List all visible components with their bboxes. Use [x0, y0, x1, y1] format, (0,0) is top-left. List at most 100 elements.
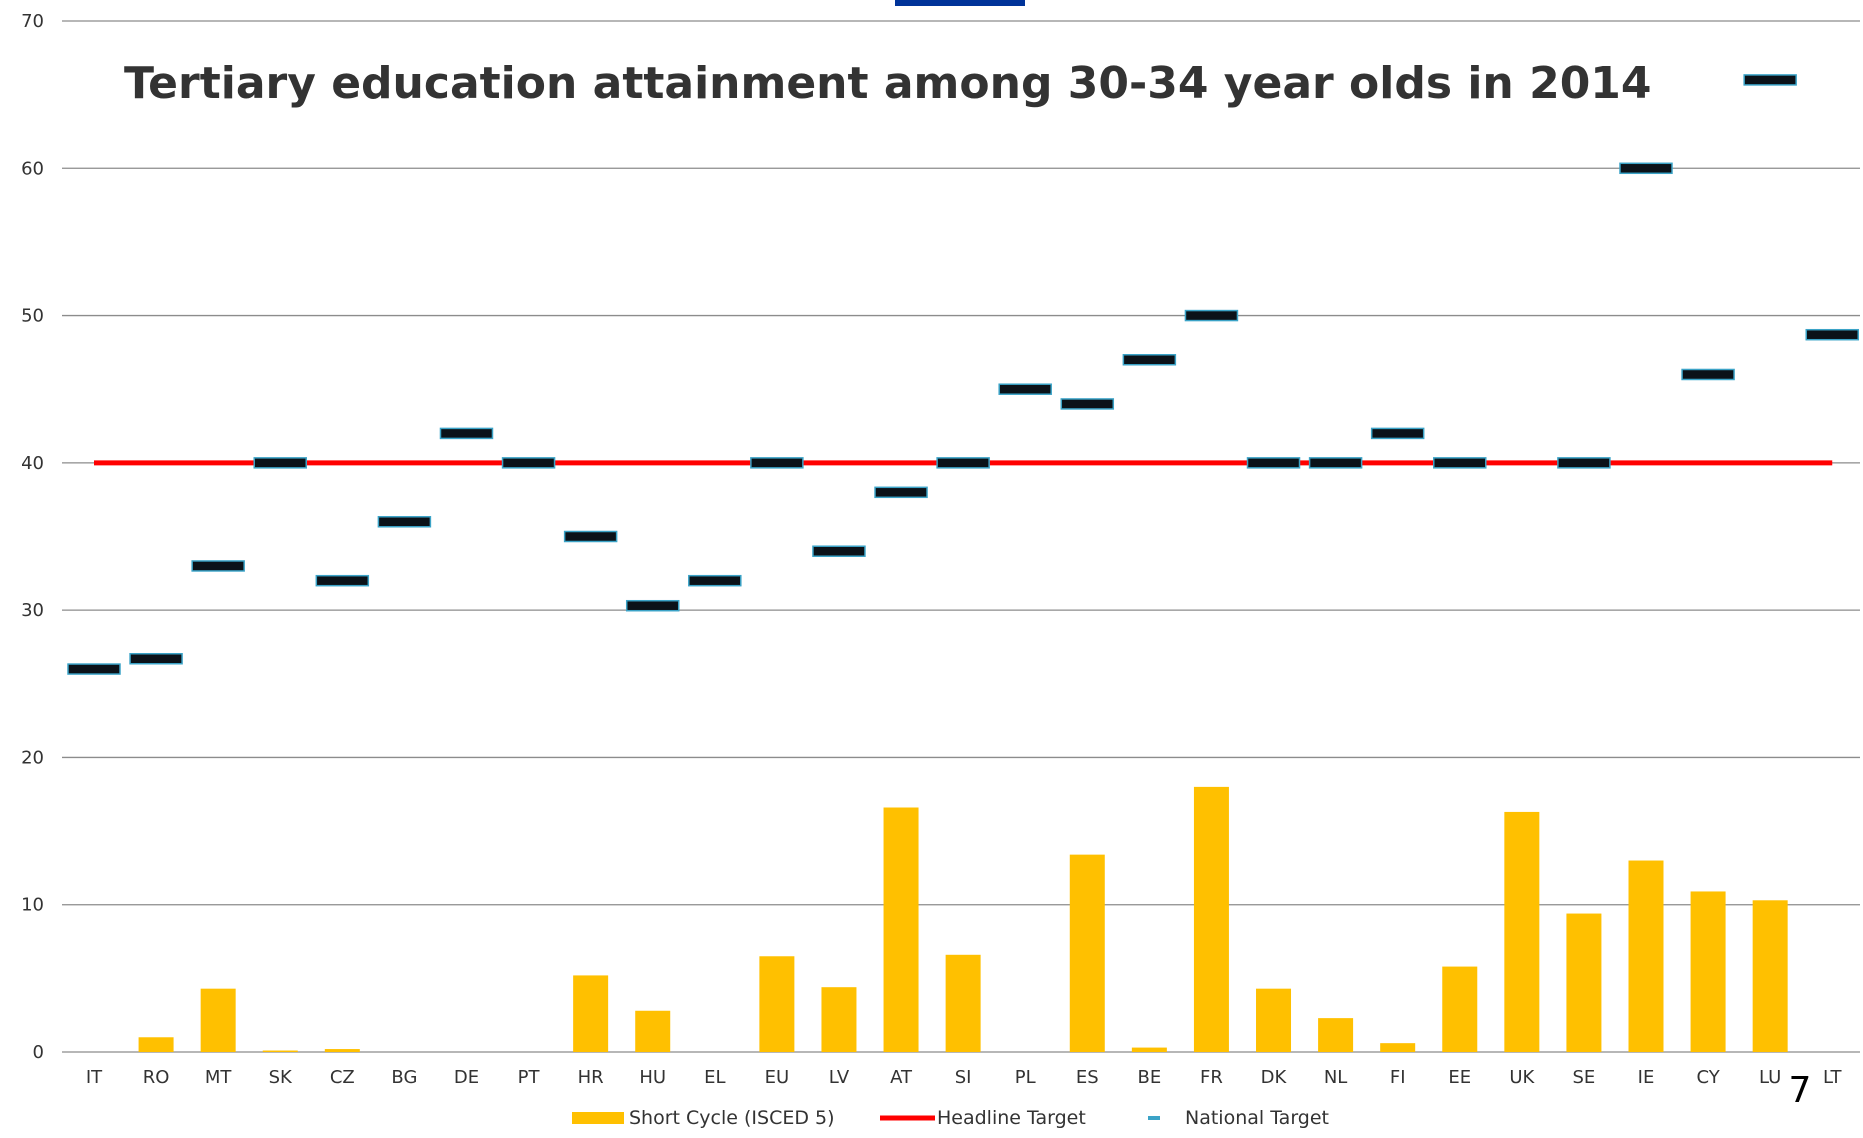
bar-RO [138, 1037, 174, 1052]
x-tick-label: SE [1573, 1067, 1596, 1088]
x-tick-label: HR [578, 1067, 604, 1088]
national-target-series [67, 74, 1859, 675]
national-target-marker-EE [1433, 457, 1487, 469]
x-tick-label: BG [391, 1067, 417, 1088]
national-target-marker-IT [67, 663, 121, 675]
national-target-marker-EL [688, 574, 742, 587]
bar-UK [1504, 811, 1540, 1052]
bar-BE [1131, 1047, 1167, 1052]
x-tick-label: IT [86, 1067, 103, 1088]
national-target-marker-LT [1805, 328, 1859, 341]
legend-swatch-short-cycle [572, 1112, 624, 1124]
x-tick-label: EU [765, 1067, 790, 1088]
x-tick-label: DK [1261, 1067, 1288, 1088]
x-tick-label: PL [1015, 1067, 1036, 1088]
x-tick-label: AT [890, 1067, 913, 1088]
bar-CZ [324, 1049, 360, 1052]
x-tick-label: LU [1759, 1067, 1781, 1088]
x-tick-label: DE [454, 1067, 479, 1088]
y-tick-label: 0 [33, 1042, 44, 1063]
national-target-marker-IE [1619, 162, 1673, 175]
x-tick-label: CZ [330, 1067, 355, 1088]
x-tick-label: LT [1823, 1067, 1843, 1088]
x-tick-label: LV [829, 1067, 850, 1088]
legend: Short Cycle (ISCED 5) Headline Target Nati… [572, 1107, 1329, 1129]
national-target-marker-ES [1060, 398, 1115, 410]
national-target-marker-BG [377, 516, 432, 528]
x-tick-label: CY [1696, 1067, 1720, 1088]
x-tick-label: FR [1200, 1067, 1223, 1088]
bar-SK [262, 1050, 298, 1052]
x-tick-label: MT [205, 1067, 233, 1088]
x-tick-label: FI [1390, 1067, 1406, 1088]
bar-AT [883, 807, 919, 1052]
bar-LU [1752, 900, 1788, 1052]
national-target-marker-NL [1308, 457, 1363, 469]
x-tick-label: SK [269, 1067, 293, 1088]
legend-label-headline-target: Headline Target [937, 1107, 1086, 1129]
bar-EU [759, 956, 795, 1052]
legend-label-short-cycle: Short Cycle (ISCED 5) [629, 1107, 835, 1129]
bar-HR [573, 975, 609, 1052]
x-tick-label: HU [639, 1067, 666, 1088]
national-target-marker-AT [874, 486, 928, 499]
national-target-marker-MT [191, 560, 245, 572]
y-tick-label: 70 [21, 11, 44, 32]
y-tick-label: 10 [21, 895, 44, 916]
national-target-marker-FI [1370, 427, 1425, 440]
national-target-marker-CZ [315, 574, 370, 587]
x-axis-category-labels: IT RO MT SK CZ BG DE PT HR HU EL EU LV AT SI PL ES BE FR DK… [86, 1067, 1843, 1088]
x-tick-label: EE [1448, 1067, 1471, 1088]
national-target-marker-DE [439, 427, 494, 440]
bar-DK [1256, 988, 1292, 1052]
bar-IE [1628, 860, 1664, 1052]
national-target-marker-HU [625, 599, 680, 612]
y-tick-label: 50 [21, 306, 44, 327]
bar-CY [1690, 891, 1726, 1052]
national-target-marker-LV [812, 545, 866, 557]
legend-swatch-national-target [1148, 1116, 1160, 1120]
top-mark-layer [895, 0, 1025, 6]
x-tick-label: IE [1638, 1067, 1655, 1088]
x-tick-label: PT [518, 1067, 541, 1088]
x-tick-label: UK [1509, 1067, 1535, 1088]
chart-title: Tertiary education attainment among 30-3… [124, 58, 1652, 109]
x-tick-label: RO [143, 1067, 170, 1088]
bar-NL [1318, 1018, 1354, 1052]
bar-ES [1069, 854, 1105, 1052]
y-tick-label: 40 [21, 453, 44, 474]
y-axis-tick-labels: 0 10 20 30 40 50 60 70 [21, 11, 44, 1063]
x-tick-label: ES [1076, 1067, 1099, 1088]
national-target-marker-CY [1681, 368, 1735, 381]
legend-label-national-target: National Target [1185, 1107, 1329, 1129]
top-decorative-bar [895, 0, 1025, 6]
national-target-marker-EU [750, 457, 804, 469]
national-target-marker-SE [1557, 457, 1611, 469]
national-target-marker-FR [1184, 309, 1239, 322]
x-tick-label: SI [955, 1067, 972, 1088]
bar-SE [1566, 913, 1602, 1052]
gridlines [62, 20, 1860, 1053]
bar-MT [200, 988, 236, 1052]
bar-SI [945, 954, 981, 1052]
bar-HU [635, 1010, 671, 1052]
bar-series [138, 786, 1788, 1052]
x-tick-label: BE [1137, 1067, 1161, 1088]
bar-FI [1380, 1043, 1416, 1052]
national-target-marker-HR [563, 530, 618, 543]
y-tick-label: 20 [21, 747, 44, 768]
national-target-marker-PT [501, 457, 556, 469]
national-target-marker-BE [1122, 354, 1177, 366]
y-tick-label: 60 [21, 158, 44, 179]
y-tick-label: 30 [21, 600, 44, 621]
national-target-marker-SK [253, 457, 307, 469]
x-tick-label: NL [1324, 1067, 1348, 1088]
bar-LV [821, 987, 857, 1052]
bar-EE [1442, 966, 1478, 1052]
national-target-marker-SI [936, 457, 990, 469]
national-target-marker-RO [129, 652, 183, 665]
bar-FR [1193, 786, 1229, 1052]
national-target-marker-LU [1743, 74, 1797, 86]
page-number: 7 [1789, 1070, 1812, 1111]
national-target-marker-DK [1246, 457, 1301, 469]
